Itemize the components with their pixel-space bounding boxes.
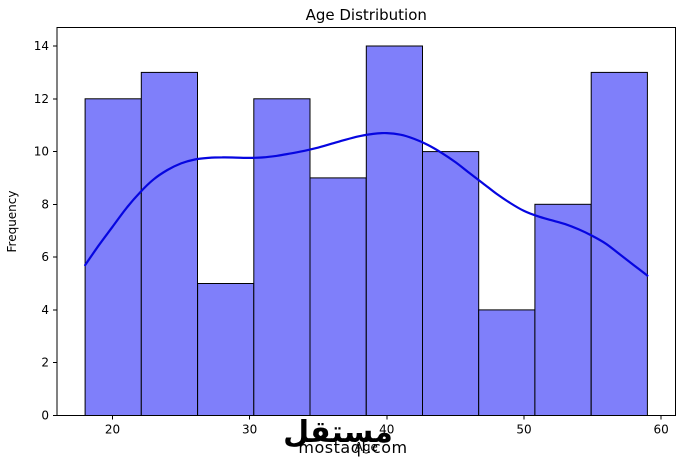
y-tick-label: 4	[41, 303, 49, 317]
histogram-bar	[253, 98, 311, 417]
plot-border	[56, 27, 676, 416]
y-tick-label: 12	[34, 92, 49, 106]
watermark-latin-text: mostaql.com	[298, 438, 407, 457]
histogram-bar	[422, 151, 480, 416]
watermark-arabic-logo: مستقل	[283, 415, 393, 450]
histogram-bar	[84, 98, 142, 417]
histogram-bar	[478, 309, 536, 416]
chart-title: Age Distribution	[306, 6, 427, 24]
histogram-bar	[140, 71, 199, 417]
histogram-bar	[197, 283, 255, 416]
x-tick-label: 60	[653, 423, 668, 437]
histogram-bar	[365, 45, 423, 416]
histogram-bar	[590, 71, 648, 417]
x-tick-label: 40	[379, 423, 394, 437]
x-tick-label: 30	[242, 423, 257, 437]
y-tick-label: 14	[34, 39, 49, 53]
watermark: مستقل mostaql.com	[283, 415, 407, 457]
y-tick-label: 6	[41, 250, 49, 264]
y-axis-label: Frequency	[5, 191, 19, 253]
histogram-bars	[84, 45, 648, 417]
kde-curve	[84, 131, 649, 277]
x-tick-label: 20	[105, 423, 120, 437]
x-axis-label: Age	[355, 440, 378, 454]
y-tick-label: 8	[41, 197, 49, 211]
y-tick-label: 10	[34, 145, 49, 159]
axis-ticks: 20 30 40 50 60 0 2 4 6 8 10 12 14	[34, 39, 669, 437]
histogram-bar	[534, 203, 592, 416]
y-tick-label: 2	[41, 356, 49, 370]
y-tick-label: 0	[41, 409, 49, 423]
histogram-bar	[309, 177, 367, 416]
x-tick-label: 50	[516, 423, 531, 437]
